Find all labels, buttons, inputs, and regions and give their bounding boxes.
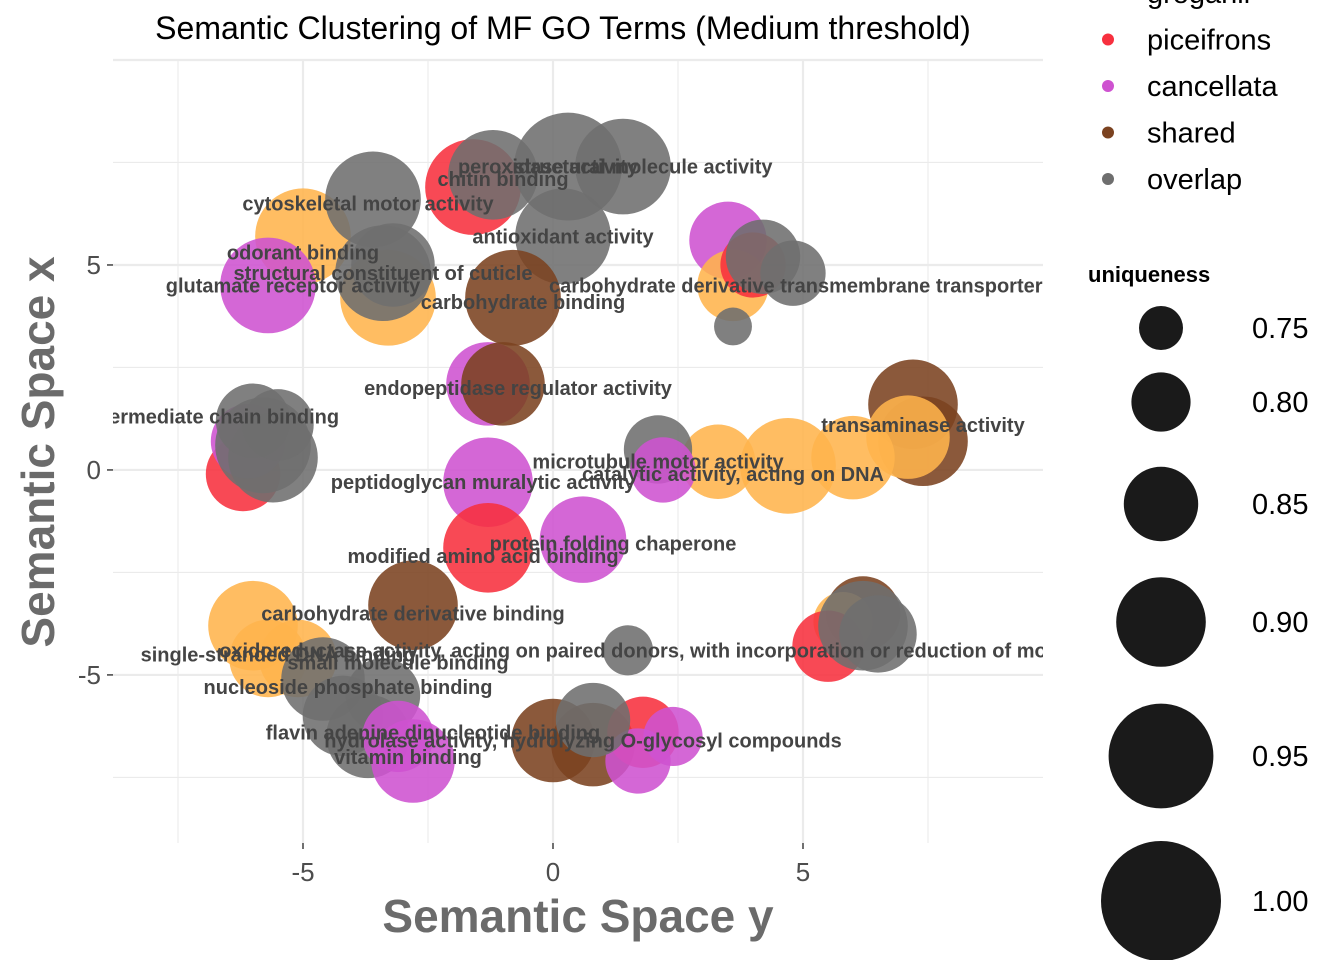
legend-color: groganii piceifrons cancellata shared overla… [1102, 0, 1278, 196]
legend-size: uniqueness 0.75 0.80 0.85 0.90 0.95 1.00 [1088, 262, 1308, 960]
legend-label-cancellata: cancellata [1147, 71, 1278, 103]
data-points [205, 112, 968, 803]
y-tick-label: 5 [87, 250, 101, 280]
bubble-overlap [714, 307, 752, 346]
bubble-overlap [555, 682, 631, 758]
term-label: transaminase activity [821, 415, 1025, 437]
bubble-shared [461, 342, 545, 426]
bubble-overlap [760, 240, 826, 306]
legend-size-key [1139, 306, 1183, 350]
y-tick-label: 0 [87, 455, 101, 485]
term-label: microtubule motor activity [532, 452, 784, 474]
legend-size-key [1101, 841, 1221, 960]
bubble-overlap [242, 389, 314, 461]
legend-size-title: uniqueness [1088, 262, 1210, 287]
legend-key-overlap [1102, 173, 1114, 185]
legend-size-label: 1.00 [1252, 886, 1308, 918]
term-label: hydrolase activity, hydrolyzing O-glycos… [324, 731, 842, 753]
term-label: antioxidant activity [472, 226, 654, 248]
bubble-shared [368, 560, 458, 651]
term-label: single-stranded DNA binding [141, 644, 416, 666]
bubble-cancellata [220, 237, 316, 334]
x-tick-label: -5 [291, 857, 314, 887]
bubble-overlap [839, 595, 917, 673]
axis-ticks: -5 0 5 -5 0 5 [78, 250, 810, 887]
term-label: chitin binding [437, 169, 568, 191]
bubble-overlap [602, 625, 654, 676]
legend-key-cancellata [1102, 80, 1114, 92]
bubble-cancellata [443, 437, 533, 528]
bubble-cancellata [605, 728, 671, 794]
legend-size-key [1123, 466, 1199, 542]
x-tick-label: 5 [796, 857, 810, 887]
term-label: carbohydrate derivative binding [261, 603, 564, 625]
term-label: oxidoreductase activity, acting on paire… [219, 640, 1187, 662]
legend-size-key [1131, 372, 1191, 432]
term-label: protein folding chaperone [490, 534, 737, 556]
legend-size-label: 0.85 [1252, 489, 1308, 521]
term-label: catalytic activity, acting on DNA [582, 464, 884, 486]
term-label: flavin adenine dinucleotide binding [266, 722, 600, 744]
legend-key-piceifrons [1102, 33, 1114, 46]
bubble-cancellata [539, 496, 627, 583]
legend-label-overlap: overlap [1147, 164, 1242, 196]
legend-size-label: 0.95 [1252, 741, 1308, 773]
term-label: carbohydrate derivative transmembrane tr… [549, 275, 1118, 297]
term-label: nucleoside phosphate binding [204, 677, 493, 699]
term-label: peroxidase activity [458, 157, 639, 179]
legend-size-label: 0.75 [1252, 313, 1308, 345]
bubble-shared [465, 249, 561, 346]
legend-size-key [1116, 577, 1206, 667]
bubble-groganii [680, 424, 756, 499]
y-tick-label: -5 [78, 660, 101, 690]
bubble-overlap [448, 129, 538, 220]
term-label: light intermediate chain binding [37, 407, 339, 429]
bubble-cancellata [630, 437, 696, 503]
y-axis-title: Semantic Space x [12, 256, 64, 648]
term-label: vitamin binding [334, 747, 482, 769]
x-tick-label: 0 [546, 857, 560, 887]
legend-size-label: 0.80 [1252, 387, 1308, 419]
legend-label-shared: shared [1147, 118, 1236, 150]
term-label: small molecule binding [287, 653, 508, 675]
bubble-piceifrons [443, 503, 533, 593]
legend-label-groganii: groganii [1147, 0, 1250, 10]
legend-key-shared [1102, 126, 1114, 139]
term-label: modified amino acid binding [347, 546, 618, 568]
bubble-overlap [325, 151, 421, 248]
term-label: glutamate receptor activity [166, 275, 421, 297]
bubble-groganii [740, 418, 836, 514]
term-label: structural molecule activity [514, 157, 774, 179]
bubble-overlap [351, 223, 435, 307]
legend-size-label: 0.90 [1252, 607, 1308, 639]
term-label: odorant binding [227, 243, 379, 265]
bubble-cancellata [371, 719, 455, 803]
term-label: peptidoglycan muralytic activity [331, 472, 636, 494]
x-axis-title: Semantic Space y [382, 890, 774, 942]
chart-title: Semantic Clustering of MF GO Terms (Medi… [155, 10, 971, 46]
bubble-overlap [575, 118, 671, 215]
term-label: structural constituent of cuticle [234, 263, 533, 285]
term-label: endopeptidase regulator activity [364, 378, 673, 400]
term-label: cytoskeletal motor activity [242, 193, 494, 215]
legend-label-piceifrons: piceifrons [1147, 25, 1271, 57]
term-label: carbohydrate binding [421, 292, 625, 314]
legend-size-key [1108, 703, 1214, 809]
